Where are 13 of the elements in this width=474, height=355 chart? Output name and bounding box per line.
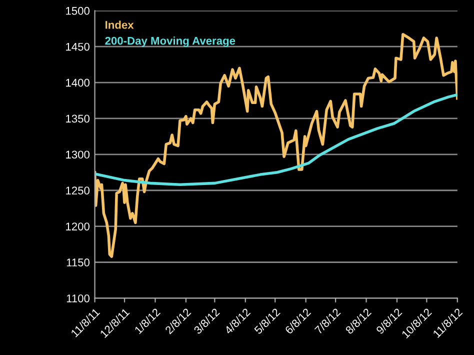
line-series xyxy=(94,93,458,186)
y-tick-label: 1100 xyxy=(66,294,90,302)
y-tick-label: 1300 xyxy=(66,150,90,159)
y-tick-label: 1500 xyxy=(66,6,90,15)
y-tick-label: 1400 xyxy=(66,78,90,87)
y-tick-label: 1250 xyxy=(66,186,90,195)
y-tick-label: 1150 xyxy=(66,258,90,266)
y-tick-label: 1450 xyxy=(66,42,90,51)
line-series xyxy=(94,32,458,258)
y-tick-label: 1350 xyxy=(66,114,90,123)
text: 200-Day Moving Average xyxy=(105,36,236,47)
y-tick-label: 1200 xyxy=(66,222,90,230)
text: Index xyxy=(106,20,134,29)
